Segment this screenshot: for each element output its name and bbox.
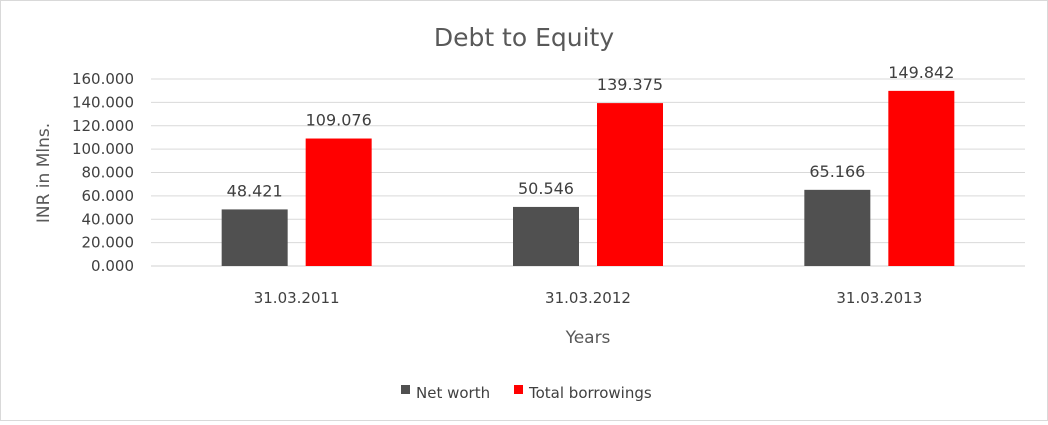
gridlines xyxy=(151,78,1025,267)
y-tick-label: 0.000 xyxy=(91,257,134,275)
bar-total-borrowings xyxy=(597,103,663,266)
data-label: 109.076 xyxy=(306,111,372,130)
y-tick-label: 60.000 xyxy=(82,187,135,205)
legend: Net worth Total borrowings xyxy=(401,384,652,402)
y-tick-label: 80.000 xyxy=(82,164,135,182)
data-label: 139.375 xyxy=(597,75,663,94)
bar-total-borrowings xyxy=(888,90,955,266)
data-label: 65.166 xyxy=(809,162,865,181)
bar-net-worth xyxy=(804,189,871,266)
data-label: 149.842 xyxy=(888,63,954,82)
legend-swatch xyxy=(401,385,410,394)
legend-label: Net worth xyxy=(416,384,490,402)
y-axis-ticks: 0.000 20.000 40.000 60.000 80.000 100.000 120.… xyxy=(72,70,134,275)
x-category-label: 31.03.2013 xyxy=(836,289,922,307)
y-tick-label: 20.000 xyxy=(82,234,135,252)
y-tick-label: 120.000 xyxy=(72,117,134,135)
y-tick-label: 160.000 xyxy=(72,70,134,88)
y-tick-label: 140.000 xyxy=(72,93,134,111)
y-axis-title: INR in Mlns. xyxy=(34,123,54,223)
bar-net-worth xyxy=(513,206,579,266)
x-axis-categories: 31.03.2011 31.03.2012 31.03.2013 xyxy=(254,289,923,307)
data-label: 50.546 xyxy=(518,179,574,198)
y-tick-label: 40.000 xyxy=(82,210,135,228)
bar-total-borrowings xyxy=(305,138,372,266)
data-label: 48.421 xyxy=(227,181,283,200)
x-category-label: 31.03.2012 xyxy=(545,289,631,307)
x-category-label: 31.03.2011 xyxy=(254,289,340,307)
bars xyxy=(221,90,955,266)
legend-swatch xyxy=(514,385,523,394)
legend-label: Total borrowings xyxy=(528,384,652,402)
x-axis-title: Years xyxy=(565,328,611,348)
chart-title: Debt to Equity xyxy=(434,23,615,52)
y-tick-label: 100.000 xyxy=(72,140,134,158)
data-labels: 48.421 109.076 50.546 139.375 65.166 149.842 xyxy=(227,63,955,201)
bar-net-worth xyxy=(221,209,288,266)
